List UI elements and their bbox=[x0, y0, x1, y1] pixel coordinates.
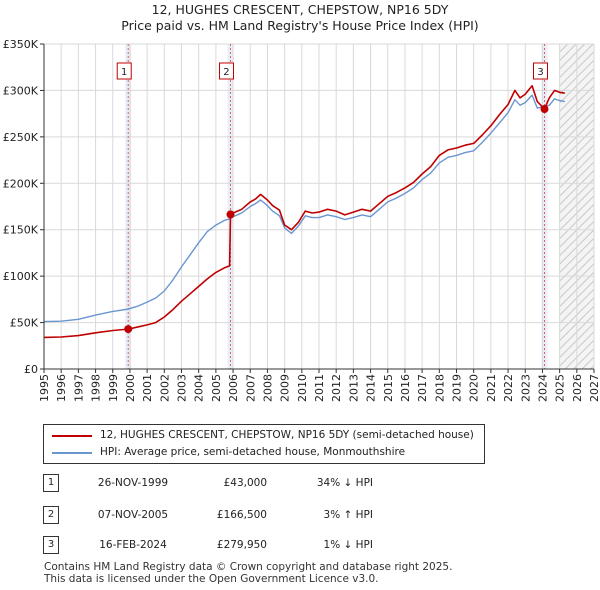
transaction-date: 16-FEB-2024 bbox=[99, 539, 167, 551]
x-tick-label: 2008 bbox=[261, 374, 274, 402]
y-tick-label: £50K bbox=[10, 317, 39, 330]
x-tick-label: 2026 bbox=[571, 374, 584, 402]
transaction-date: 07-NOV-2005 bbox=[97, 509, 169, 521]
x-tick-label: 2001 bbox=[141, 374, 154, 402]
x-tick-label: 2021 bbox=[485, 374, 498, 402]
chart-title: 12, HUGHES CRESCENT, CHEPSTOW, NP16 5DY bbox=[151, 2, 449, 17]
transaction-hpi: 1% ↓ HPI bbox=[323, 539, 373, 551]
transaction-box-label: 3 bbox=[537, 67, 543, 78]
transaction-date: 26-NOV-1999 bbox=[97, 477, 169, 489]
x-tick-label: 2025 bbox=[554, 374, 567, 402]
x-tick-label: 2013 bbox=[347, 374, 360, 402]
x-tick-label: 2022 bbox=[502, 374, 515, 402]
transaction-hpi: 3% ↑ HPI bbox=[323, 509, 373, 521]
legend-swatch-hpi bbox=[52, 452, 92, 454]
transaction-box-1 bbox=[116, 62, 132, 80]
footer-license: This data is licensed under the Open Gov… bbox=[44, 573, 379, 585]
price-paid-line bbox=[43, 85, 565, 339]
x-tick-label: 2006 bbox=[227, 374, 240, 402]
legend-label-price: 12, HUGHES CRESCENT, CHEPSTOW, NP16 5DY … bbox=[100, 429, 474, 441]
transaction-box-2 bbox=[218, 62, 234, 80]
x-tick-label: 2015 bbox=[382, 374, 395, 402]
legend-swatch-price bbox=[52, 435, 92, 437]
x-tick-label: 1996 bbox=[55, 374, 68, 402]
y-tick-label: £150K bbox=[3, 224, 39, 237]
hpi-line bbox=[43, 94, 565, 323]
transaction-box-3 bbox=[533, 62, 548, 80]
transaction-badge: 1 bbox=[43, 474, 59, 492]
x-tick-label: 2023 bbox=[519, 374, 532, 402]
x-tick-label: 2002 bbox=[158, 374, 171, 402]
transaction-hpi: 34% ↓ HPI bbox=[316, 477, 373, 489]
x-tick-label: 2017 bbox=[416, 374, 429, 402]
legend: 12, HUGHES CRESCENT, CHEPSTOW, NP16 5DY … bbox=[43, 424, 485, 464]
transaction-price: £166,500 bbox=[216, 509, 267, 521]
x-tick-label: 2009 bbox=[279, 374, 292, 402]
x-tick-label: 1999 bbox=[107, 374, 120, 402]
x-tick-label: 2000 bbox=[124, 374, 137, 402]
y-tick-label: £0 bbox=[24, 363, 38, 376]
transaction-band-2 bbox=[227, 44, 234, 369]
transaction-point-1 bbox=[124, 325, 133, 334]
transaction-badge: 3 bbox=[43, 536, 59, 554]
y-tick-label: £350K bbox=[3, 38, 39, 51]
transaction-price: £43,000 bbox=[223, 477, 267, 489]
x-tick-label: 2011 bbox=[313, 374, 326, 402]
transaction-badge: 2 bbox=[43, 506, 59, 524]
legend-label-hpi: HPI: Average price, semi-detached house,… bbox=[100, 446, 406, 458]
x-tick-label: 2019 bbox=[451, 374, 464, 402]
x-tick-label: 2014 bbox=[365, 374, 378, 402]
transaction-band-3 bbox=[541, 44, 548, 369]
price-chart: 1 2 3 £0 £50K £100K £150K £200K £250K £300K £350K 1… bbox=[3, 38, 600, 402]
transaction-band-1 bbox=[125, 44, 132, 369]
transaction-box-label: 1 bbox=[121, 67, 127, 78]
transaction-price: £279,950 bbox=[216, 539, 267, 551]
x-tick-label: 2010 bbox=[296, 374, 309, 402]
x-tick-label: 2020 bbox=[468, 374, 481, 402]
y-tick-label: £200K bbox=[3, 177, 39, 190]
y-tick-label: £100K bbox=[3, 270, 39, 283]
transaction-point-3 bbox=[540, 105, 549, 114]
x-tick-label: 2016 bbox=[399, 374, 412, 402]
x-tick-label: 2007 bbox=[244, 374, 257, 402]
y-tick-label: £300K bbox=[3, 84, 39, 97]
transaction-point-2 bbox=[226, 210, 235, 219]
transaction-box-label: 2 bbox=[223, 67, 229, 78]
x-tick-label: 2018 bbox=[433, 374, 446, 402]
y-tick-label: £250K bbox=[3, 131, 39, 144]
x-tick-label: 1998 bbox=[90, 374, 103, 402]
x-tick-label: 1997 bbox=[72, 374, 85, 402]
x-tick-label: 1995 bbox=[38, 374, 51, 402]
footer-copyright: Contains HM Land Registry data © Crown c… bbox=[44, 561, 453, 573]
x-tick-label: 2003 bbox=[176, 374, 189, 402]
x-tick-label: 2027 bbox=[588, 374, 600, 402]
x-tick-label: 2012 bbox=[330, 374, 343, 402]
x-tick-label: 2005 bbox=[210, 374, 223, 402]
x-tick-label: 2024 bbox=[536, 374, 549, 402]
chart-subtitle: Price paid vs. HM Land Registry's House … bbox=[121, 18, 479, 33]
x-tick-label: 2004 bbox=[193, 374, 206, 402]
